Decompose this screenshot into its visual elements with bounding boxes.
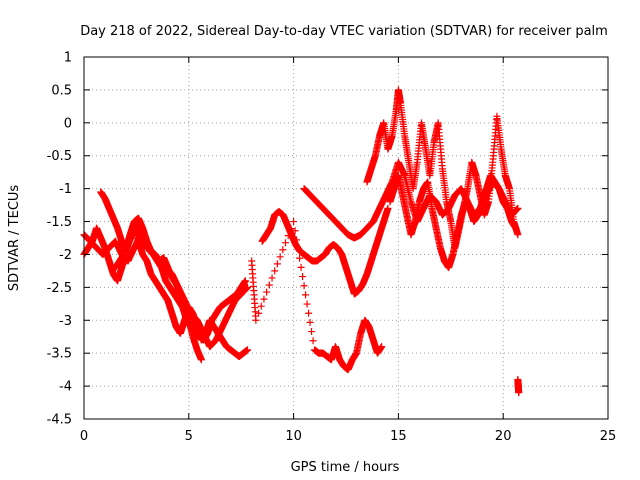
x-axis-label: GPS time / hours	[291, 460, 400, 475]
y-tick-label: -1	[59, 182, 72, 197]
y-tick-label: -4.5	[47, 413, 72, 428]
x-tick-label: 5	[185, 429, 193, 444]
data-point	[302, 291, 310, 299]
data-point	[299, 273, 307, 281]
data-point	[271, 267, 279, 275]
data-point	[243, 346, 251, 354]
y-tick-label: 1	[64, 51, 72, 66]
data-point	[243, 283, 251, 291]
data-point	[265, 281, 273, 289]
data-points	[80, 86, 523, 397]
x-tick-label: 10	[285, 429, 302, 444]
y-tick-label: -0.5	[47, 149, 72, 164]
y-tick-label: -2.5	[47, 281, 72, 296]
x-tick-label: 20	[495, 429, 512, 444]
data-point	[514, 204, 522, 212]
plot-frame	[83, 56, 609, 420]
y-tick-label: -2	[59, 248, 72, 263]
data-point	[241, 277, 249, 285]
data-point	[514, 231, 522, 239]
y-tick-label: 0.5	[51, 83, 72, 98]
data-point	[303, 300, 311, 308]
data-point	[515, 389, 523, 397]
y-tick-label: -3	[59, 314, 72, 329]
data-point	[297, 263, 305, 271]
x-tick-label: 25	[600, 429, 617, 444]
data-point	[263, 288, 271, 296]
data-point	[282, 239, 290, 247]
y-tick-label: 0	[64, 116, 72, 131]
chart-title: Day 218 of 2022, Sidereal Day-to-day VTE…	[80, 24, 608, 39]
data-point	[308, 328, 316, 336]
data-point	[268, 274, 276, 282]
data-point	[273, 260, 281, 268]
data-point	[300, 282, 308, 290]
data-point	[255, 309, 263, 317]
y-tick-label: -4	[59, 380, 72, 395]
data-point	[384, 204, 392, 212]
data-point	[290, 218, 298, 226]
y-axis-label: SDTVAR / TECUs	[7, 185, 22, 292]
data-point	[512, 224, 520, 232]
x-tick-label: 0	[80, 429, 88, 444]
data-point	[378, 343, 386, 351]
data-point	[276, 253, 284, 261]
axis-ticks: 0 5 10 15 20 25 1 0.5 0 -0.5 -1 -1.5 -2 -2.5 -3 -3.5 -4 -…	[47, 51, 617, 445]
data-point	[260, 295, 268, 303]
x-tick-label: 15	[390, 429, 407, 444]
data-point	[296, 254, 304, 262]
y-tick-label: -1.5	[47, 215, 72, 230]
data-point	[309, 337, 317, 345]
y-tick-label: -3.5	[47, 347, 72, 362]
data-point	[279, 246, 287, 254]
data-point	[257, 302, 265, 310]
data-point	[306, 318, 314, 326]
data-point	[305, 309, 313, 317]
data-point	[252, 316, 260, 324]
data-point	[197, 356, 205, 364]
